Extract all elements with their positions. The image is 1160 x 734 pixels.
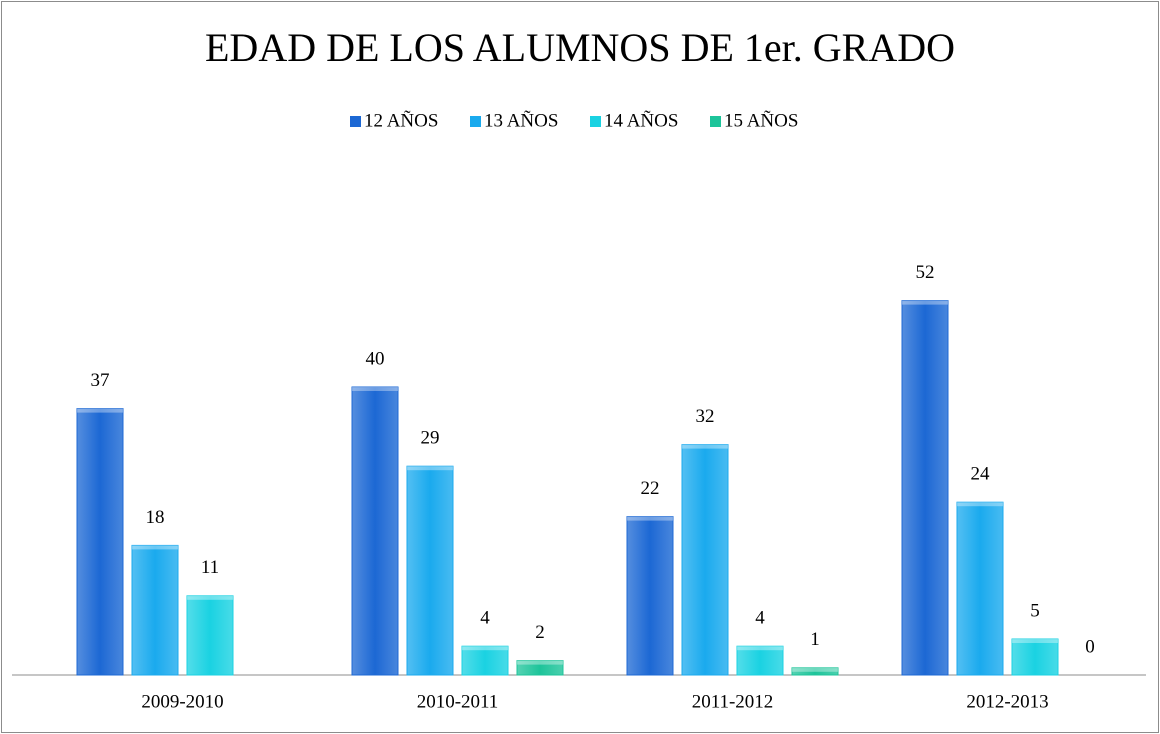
bar-bevel [187,595,233,600]
bar [406,465,454,676]
data-label: 37 [91,370,110,391]
x-tick-label: 2011-2012 [692,691,774,712]
bar-bevel [407,466,453,471]
x-tick-label: 2012-2013 [966,691,1048,712]
bar [956,501,1004,676]
legend-label: 15 AÑOS [724,109,798,131]
bar [76,408,124,676]
data-label: 22 [641,478,660,499]
bar [131,544,179,676]
legend-swatch [470,116,481,127]
data-label: 32 [696,406,715,427]
bar [516,660,564,676]
bar-bevel [77,408,123,413]
data-label: 4 [755,608,765,629]
x-tick-label: 2009-2010 [141,691,223,712]
data-label: 2 [535,622,545,643]
bar [1011,638,1059,676]
data-label: 40 [366,348,385,369]
data-label: 24 [971,464,991,485]
x-tick-label: 2010-2011 [417,691,499,712]
bar [461,645,509,676]
bar [681,444,729,676]
bar-bevel [957,502,1003,507]
legend-label: 14 AÑOS [604,109,678,131]
bar-bevel [352,387,398,391]
bar-bevel [462,646,508,651]
legend-swatch [710,116,721,127]
bar [351,386,399,676]
chart-title: EDAD DE LOS ALUMNOS DE 1er. GRADO [205,25,955,70]
data-label: 1 [810,629,820,650]
data-label: 52 [916,262,935,283]
legend-label: 13 AÑOS [484,109,558,131]
data-label: 4 [480,608,490,629]
bar-bevel [627,516,673,521]
bar-bevel [1012,639,1058,643]
bar [791,667,839,676]
bar-bevel [902,300,948,305]
bar-bevel [792,667,838,672]
bar [186,595,234,676]
data-label: 11 [201,557,219,578]
bar [626,516,674,676]
bar-bevel [132,545,178,550]
bar-bevel [737,646,783,651]
data-label: 0 [1085,636,1095,657]
bar-bevel [682,444,728,449]
data-label: 18 [146,507,165,528]
data-label: 5 [1030,600,1040,621]
bar [901,300,949,676]
legend-swatch [590,116,601,127]
legend-label: 12 AÑOS [364,109,438,131]
bar-bevel [517,660,563,665]
data-label: 29 [421,428,440,449]
bar [736,645,784,676]
legend-swatch [350,116,361,127]
